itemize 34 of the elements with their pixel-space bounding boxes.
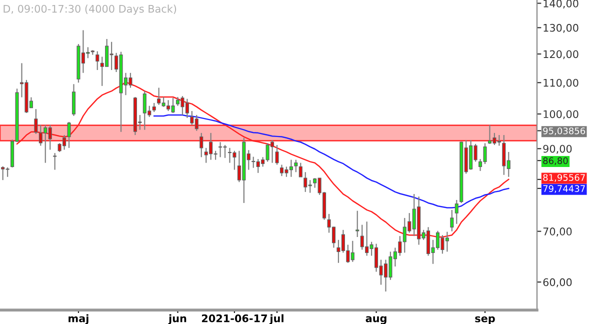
y-tick-label: 81,95567 (543, 174, 585, 182)
y-tick-label: 60,00 (543, 278, 572, 288)
x-tick-label: 2021-06-17 (202, 314, 267, 322)
y-tick-label: 130,00 (544, 24, 578, 33)
chart-title: D, 09:00-17:30 (4000 Days Back) (4, 4, 176, 15)
y-tick-label: 86,80 (543, 157, 568, 166)
x-tick-label: sep (475, 316, 495, 324)
x-tick-label: aug (366, 316, 386, 324)
candlestick (72, 84, 76, 117)
candlestick (275, 144, 279, 166)
y-tick-label: 95,03856 (543, 127, 586, 136)
x-tick-label: maj (68, 314, 88, 324)
candlestick (356, 210, 360, 238)
candlestick (67, 121, 71, 148)
candlestick (200, 132, 204, 158)
y-tick-label: 70,00 (543, 228, 572, 236)
candlestick (280, 164, 284, 177)
y-tick-label: 110,00 (544, 78, 578, 88)
y-tick-label: 140,00 (544, 0, 578, 8)
candlestick (96, 50, 100, 71)
x-tick-label: jun (168, 314, 186, 324)
candlestick (450, 209, 454, 232)
candlestick (152, 102, 156, 113)
candlestick (53, 152, 57, 170)
x-tick-label: jul (269, 314, 284, 324)
y-tick-label: 120,00 (544, 50, 578, 60)
candlestick (294, 159, 298, 173)
y-tick-label: 90,00 (543, 144, 572, 154)
y-tick-label: 79,74437 (543, 185, 585, 193)
candlestick (34, 108, 38, 135)
candlestick (454, 199, 458, 224)
y-tick-label: 100,00 (544, 110, 578, 120)
candlestick (228, 147, 232, 164)
candlestick (298, 162, 302, 178)
